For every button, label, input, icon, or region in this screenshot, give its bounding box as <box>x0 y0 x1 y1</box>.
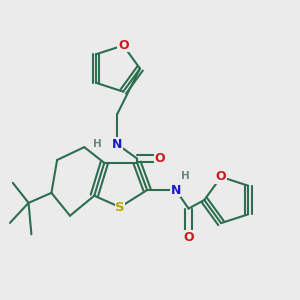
Text: N: N <box>170 184 181 196</box>
Text: S: S <box>115 201 125 214</box>
Text: O: O <box>183 231 194 244</box>
Text: H: H <box>93 139 101 149</box>
Text: H: H <box>181 171 190 181</box>
Text: O: O <box>118 39 128 52</box>
Text: O: O <box>216 170 226 183</box>
Text: N: N <box>112 138 122 151</box>
Text: O: O <box>155 152 165 165</box>
